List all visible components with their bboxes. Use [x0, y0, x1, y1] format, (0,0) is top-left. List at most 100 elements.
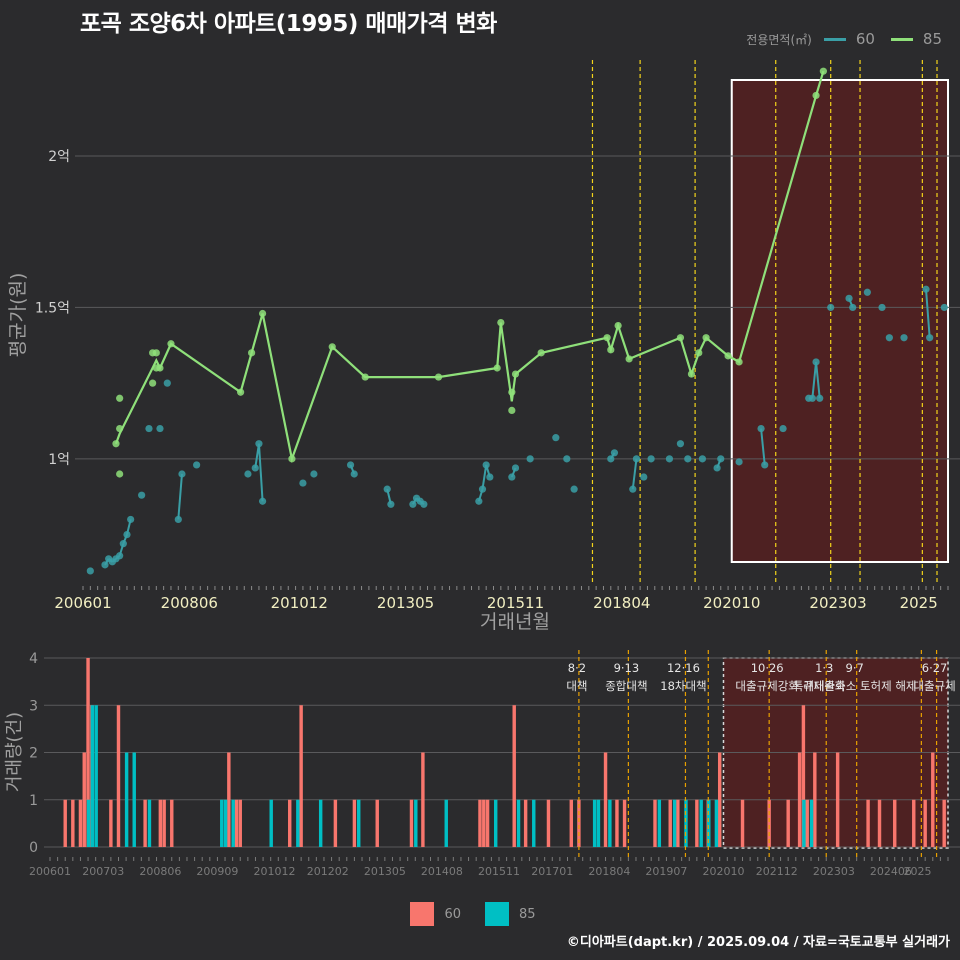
volume-y-tick-label: 4: [29, 651, 38, 667]
series-85-point: [116, 470, 124, 478]
series-60-segment: [257, 443, 264, 502]
volume-bar-60: [409, 799, 414, 847]
x-tick-label: 201511: [487, 594, 544, 612]
volume-bar-85: [516, 799, 521, 847]
volume-bar-85: [714, 799, 719, 847]
policy-label-date: 12·16: [667, 661, 700, 675]
series-60-segment: [177, 473, 183, 520]
y-axis-label: 평균가(원): [7, 273, 29, 358]
series-85-point: [497, 318, 505, 327]
series-60-point: [526, 455, 534, 463]
series-60-point: [145, 424, 153, 433]
volume-bar-60: [333, 799, 338, 847]
series-60-point: [127, 515, 135, 524]
policy-label-date: 6·27: [922, 661, 948, 675]
volume-bar-85: [132, 752, 136, 847]
series-85-point: [614, 322, 622, 330]
series-60-segment: [925, 289, 931, 338]
volume-x-tick-label: 200806: [139, 865, 181, 878]
highlight-border: [730, 79, 949, 563]
volume-bar-60: [569, 799, 574, 847]
volume-bar-60: [170, 799, 174, 847]
series-60-point: [486, 473, 494, 481]
volume-bar-60: [740, 799, 745, 847]
volume-bar-60: [942, 799, 946, 847]
volume-bar-60: [482, 799, 486, 847]
volume-bar-60: [893, 799, 897, 847]
volume-x-tick-label: 200909: [196, 865, 238, 878]
volume-bar-60: [676, 799, 680, 847]
series-60-point: [482, 461, 490, 469]
series-85-point: [508, 388, 516, 396]
volume-bar-60: [421, 752, 425, 847]
series-60-point: [156, 424, 164, 433]
legend-bottom-label-60: 60: [444, 906, 461, 922]
legend-label-85: 85: [922, 30, 942, 48]
volume-y-axis-label: 거래량(건): [4, 712, 25, 792]
series-60-point: [86, 567, 94, 575]
series-60-point: [607, 455, 615, 463]
series-60-point: [508, 473, 516, 481]
volume-y-tick-label: 3: [29, 698, 38, 714]
volume-bar-60: [288, 799, 292, 847]
series-60-point: [299, 479, 307, 487]
volume-bar-85: [94, 705, 98, 847]
volume-x-tick-label: 201907: [645, 865, 687, 878]
series-60-point: [713, 464, 721, 472]
series-60-point: [255, 440, 263, 448]
series-60-point: [735, 458, 743, 466]
series-60-point: [885, 334, 893, 342]
volume-y-tick-label: 1: [29, 793, 38, 809]
legend-box-60: [410, 902, 435, 926]
volume-bar-60: [866, 799, 870, 847]
series-60-segment: [815, 361, 821, 399]
volume-bar-60: [143, 799, 147, 847]
policy-label-date: 10·26: [751, 661, 784, 675]
volume-x-tick-label: 201012: [254, 865, 296, 878]
legend-label-60: 60: [855, 30, 875, 48]
policy-label-text: 18차대책: [660, 679, 706, 693]
volume-x-tick-label: 200703: [82, 865, 124, 878]
series-60-point: [387, 500, 395, 508]
x-tick-label: 200806: [161, 594, 218, 612]
volume-x-tick-label: 201202: [307, 865, 349, 878]
x-axis-label: 거래년월: [480, 611, 550, 633]
volume-bar-85: [231, 799, 235, 847]
series-60-point: [761, 461, 769, 469]
series-60-point: [849, 303, 857, 312]
volume-x-tick-label: 201305: [364, 865, 406, 878]
volume-y-tick-label: 0: [29, 840, 38, 856]
volume-bar-60: [162, 799, 166, 847]
series-85-point: [328, 343, 336, 351]
volume-bar-60: [717, 752, 722, 847]
y-tick-label: 2억: [48, 149, 70, 165]
series-60-point: [350, 470, 358, 478]
series-60-point: [610, 449, 619, 457]
series-60-point: [570, 485, 578, 493]
volume-bar-60: [485, 799, 490, 847]
volume-bar-60: [238, 799, 242, 847]
x-tick-label: 200601: [54, 594, 111, 612]
volume-x-tick-label: 202010: [703, 865, 745, 878]
volume-bar-60: [912, 799, 916, 847]
series-60-point: [258, 497, 267, 505]
series-60-point: [244, 470, 252, 478]
policy-label-text: 대출규제강화: [735, 679, 799, 693]
volume-bar-85: [707, 799, 711, 847]
volume-x-tick-label: 2025: [904, 865, 932, 878]
series-60-point: [827, 303, 835, 312]
series-60-point: [926, 334, 934, 342]
series-60-point: [878, 303, 886, 312]
series-60-point: [629, 485, 637, 493]
series-85-point: [603, 334, 611, 342]
volume-x-tick-label: 202303: [813, 865, 855, 878]
series-60-point: [123, 530, 131, 539]
volume-bar-85: [657, 799, 662, 847]
series-60-point: [940, 303, 948, 312]
series-60-point: [310, 470, 318, 478]
series-60-point: [845, 294, 853, 302]
volume-bar-60: [877, 799, 882, 847]
volume-bar-85: [357, 799, 361, 847]
volume-bar-85: [809, 799, 814, 847]
policy-label-text: 종합대책: [605, 679, 647, 693]
